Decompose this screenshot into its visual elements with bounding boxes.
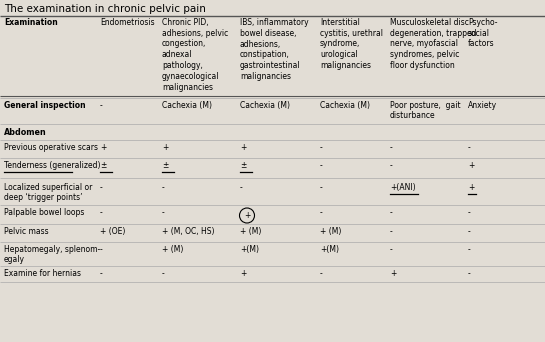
Text: -: - bbox=[100, 245, 103, 254]
Text: -: - bbox=[390, 208, 393, 217]
Text: Cachexia (M): Cachexia (M) bbox=[240, 101, 290, 110]
Text: IBS, inflammatory
bowel disease,
adhesions,
constipation,
gastrointestinal
malig: IBS, inflammatory bowel disease, adhesio… bbox=[240, 18, 308, 81]
Text: Cachexia (M): Cachexia (M) bbox=[320, 101, 370, 110]
Text: The examination in chronic pelvic pain: The examination in chronic pelvic pain bbox=[4, 4, 206, 14]
Text: + (M): + (M) bbox=[162, 245, 183, 254]
Text: Poor posture,  gait
disturbance: Poor posture, gait disturbance bbox=[390, 101, 461, 120]
Text: +: + bbox=[240, 269, 246, 278]
Text: Anxiety: Anxiety bbox=[468, 101, 497, 110]
Text: Chronic PID,
adhesions, pelvic
congestion,
adnexal
pathology,
gynaecological
mal: Chronic PID, adhesions, pelvic congestio… bbox=[162, 18, 228, 92]
Text: +: + bbox=[100, 143, 106, 152]
Text: -: - bbox=[468, 143, 471, 152]
Text: Hepatomegaly, splenom-
egaly: Hepatomegaly, splenom- egaly bbox=[4, 245, 100, 264]
Text: Endometriosis: Endometriosis bbox=[100, 18, 155, 27]
Text: +: + bbox=[244, 211, 250, 220]
Text: Pelvic mass: Pelvic mass bbox=[4, 227, 49, 236]
Text: +(M): +(M) bbox=[320, 245, 339, 254]
Text: + (M): + (M) bbox=[320, 227, 341, 236]
Text: Examine for hernias: Examine for hernias bbox=[4, 269, 81, 278]
Text: Cachexia (M): Cachexia (M) bbox=[162, 101, 212, 110]
Text: -: - bbox=[468, 245, 471, 254]
Text: -: - bbox=[162, 269, 165, 278]
Text: ±: ± bbox=[100, 161, 106, 170]
Text: -: - bbox=[100, 269, 103, 278]
Text: -: - bbox=[320, 183, 323, 192]
Text: + (M): + (M) bbox=[240, 227, 262, 236]
Text: -: - bbox=[320, 143, 323, 152]
Text: +: + bbox=[390, 269, 396, 278]
Text: Interstitial
cystitis, urethral
syndrome,
urological
malignancies: Interstitial cystitis, urethral syndrome… bbox=[320, 18, 383, 70]
Text: -: - bbox=[468, 227, 471, 236]
Text: + (OE): + (OE) bbox=[100, 227, 125, 236]
Text: General inspection: General inspection bbox=[4, 101, 86, 110]
Text: -: - bbox=[162, 183, 165, 192]
Text: Examination: Examination bbox=[4, 18, 58, 27]
Text: -: - bbox=[100, 183, 103, 192]
Text: +: + bbox=[468, 161, 474, 170]
Text: Abdomen: Abdomen bbox=[4, 128, 47, 137]
Text: -: - bbox=[390, 161, 393, 170]
Text: +: + bbox=[240, 143, 246, 152]
Text: ±: ± bbox=[162, 161, 168, 170]
Text: -: - bbox=[390, 227, 393, 236]
Text: Musculoskeletal disc
degeneration, trapped
nerve, myofascial
syndromes, pelvic
f: Musculoskeletal disc degeneration, trapp… bbox=[390, 18, 476, 70]
Text: Localized superficial or
deep ‘trigger points’: Localized superficial or deep ‘trigger p… bbox=[4, 183, 92, 202]
Text: -: - bbox=[320, 269, 323, 278]
Text: -: - bbox=[390, 143, 393, 152]
Text: Tenderness (generalized): Tenderness (generalized) bbox=[4, 161, 100, 170]
Text: -: - bbox=[240, 183, 243, 192]
Text: -: - bbox=[468, 269, 471, 278]
Text: -: - bbox=[100, 208, 103, 217]
Text: +: + bbox=[162, 143, 168, 152]
Text: +(ANI): +(ANI) bbox=[390, 183, 416, 192]
Text: -: - bbox=[320, 161, 323, 170]
Text: Previous operative scars: Previous operative scars bbox=[4, 143, 98, 152]
Text: -: - bbox=[162, 208, 165, 217]
Text: -: - bbox=[100, 101, 103, 110]
Text: Palpable bowel loops: Palpable bowel loops bbox=[4, 208, 84, 217]
Text: +: + bbox=[468, 183, 474, 192]
Text: Psycho-
social
factors: Psycho- social factors bbox=[468, 18, 498, 49]
Text: -: - bbox=[468, 208, 471, 217]
Text: -: - bbox=[320, 208, 323, 217]
Text: ±: ± bbox=[240, 161, 246, 170]
Text: +(M): +(M) bbox=[240, 245, 259, 254]
Text: -: - bbox=[390, 245, 393, 254]
Text: + (M, OC, HS): + (M, OC, HS) bbox=[162, 227, 215, 236]
